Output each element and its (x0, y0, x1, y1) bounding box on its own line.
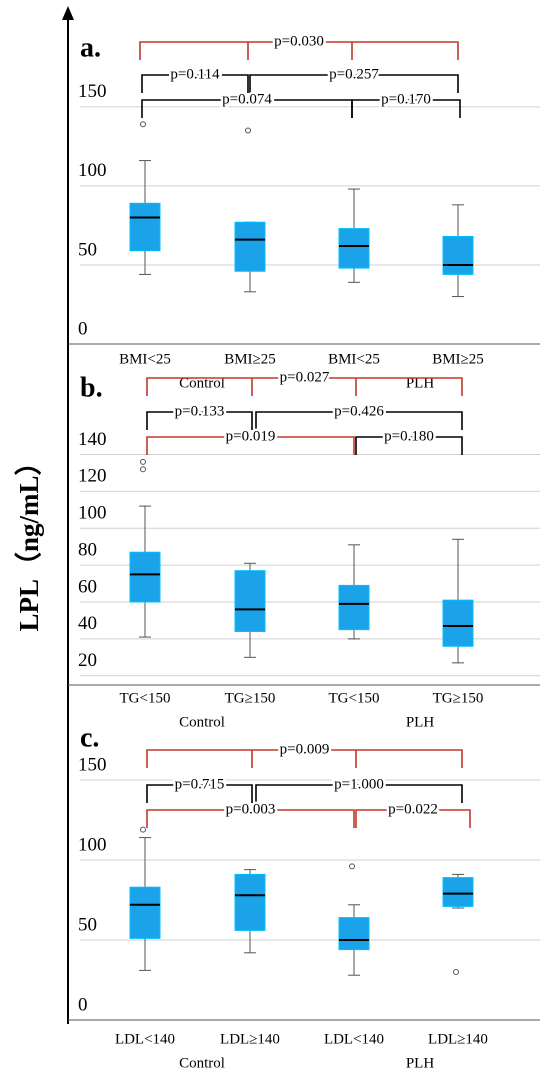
bracket (146, 411, 253, 430)
y-tick-label: 20 (78, 650, 97, 671)
bracket (139, 41, 459, 60)
bracket (351, 99, 461, 118)
x-tick-label: TG<150 (120, 690, 171, 706)
p-value: p=0.133 (175, 403, 225, 419)
box (338, 584, 370, 631)
box (234, 221, 266, 272)
outlier (245, 127, 251, 134)
outlier (140, 458, 146, 465)
y-tick-label: 150 (78, 754, 107, 775)
p-value: p=0.074 (222, 91, 272, 107)
y-axis-label: LPL（ng/mL） (14, 448, 44, 631)
y-tick-label: 50 (78, 239, 97, 260)
p-value: p=0.003 (226, 801, 276, 817)
box (442, 235, 474, 275)
p-value: p=0.022 (388, 801, 438, 817)
box (338, 917, 370, 951)
bracket (355, 436, 463, 455)
y-tick-label: 50 (78, 914, 97, 935)
p-value: p=0.170 (381, 91, 431, 107)
box (129, 202, 161, 252)
p-value: p=0.426 (334, 403, 384, 419)
x-tick-label: BMI≥25 (432, 351, 484, 367)
y-tick-label: 150 (78, 81, 107, 102)
bracket (146, 749, 463, 768)
x-tick-label: BMI<25 (119, 351, 171, 367)
p-value: p=0.715 (175, 776, 225, 792)
y-tick-label: 100 (78, 834, 107, 855)
box (129, 886, 161, 939)
y-tick-label: 140 (78, 429, 107, 450)
box (234, 873, 266, 931)
box (442, 599, 474, 647)
outlier (140, 826, 146, 833)
bracket (146, 784, 253, 803)
axis-arrow (62, 6, 74, 20)
p-value: p=0.114 (170, 66, 220, 82)
y-tick-label: 40 (78, 613, 97, 634)
bracket (255, 784, 463, 803)
x-tick-label: BMI≥25 (224, 351, 276, 367)
bracket (255, 411, 463, 430)
bracket (249, 74, 459, 93)
bracket (355, 809, 471, 828)
y-tick-label: 0 (78, 318, 88, 339)
panel-label: a. (80, 32, 101, 63)
x-tick-label: BMI<25 (328, 351, 380, 367)
y-tick-label: 100 (78, 160, 107, 181)
p-value: p=0.019 (226, 428, 276, 444)
y-tick-label: 80 (78, 539, 97, 560)
x-tick-label: TG<150 (329, 690, 380, 706)
x-tick-label: LDL<140 (324, 1031, 384, 1047)
p-value: p=0.027 (280, 369, 330, 385)
box (338, 228, 370, 269)
outlier (140, 466, 146, 473)
group-label: PLH (406, 714, 435, 730)
p-value: p=0.009 (280, 741, 330, 757)
outlier (349, 863, 355, 870)
x-tick-label: LDL<140 (115, 1031, 175, 1047)
panel-label: c. (80, 722, 99, 753)
group-label: Control (179, 714, 225, 730)
group-label: Control (179, 375, 225, 391)
bracket (146, 436, 355, 455)
x-tick-label: TG≥150 (225, 690, 276, 706)
p-value: p=0.030 (274, 33, 324, 49)
group-label: PLH (406, 1055, 435, 1071)
p-value: p=1.000 (334, 776, 384, 792)
bracket (141, 74, 249, 93)
bracket (146, 809, 355, 828)
x-tick-label: TG≥150 (433, 690, 484, 706)
panel-label: b. (80, 372, 103, 403)
box (234, 570, 266, 633)
box (129, 551, 161, 603)
y-tick-label: 0 (78, 994, 88, 1015)
bracket (146, 377, 463, 396)
y-tick-label: 100 (78, 503, 107, 524)
group-label: PLH (406, 375, 435, 391)
y-tick-label: 120 (78, 466, 107, 487)
y-tick-label: 60 (78, 576, 97, 597)
p-value: p=0.257 (329, 66, 379, 82)
outlier (140, 121, 146, 128)
x-tick-label: LDL≥140 (428, 1031, 488, 1047)
group-label: Control (179, 1055, 225, 1071)
p-value: p=0.180 (384, 428, 434, 444)
x-tick-label: LDL≥140 (220, 1031, 280, 1047)
outlier (453, 969, 459, 975)
box (442, 877, 474, 907)
